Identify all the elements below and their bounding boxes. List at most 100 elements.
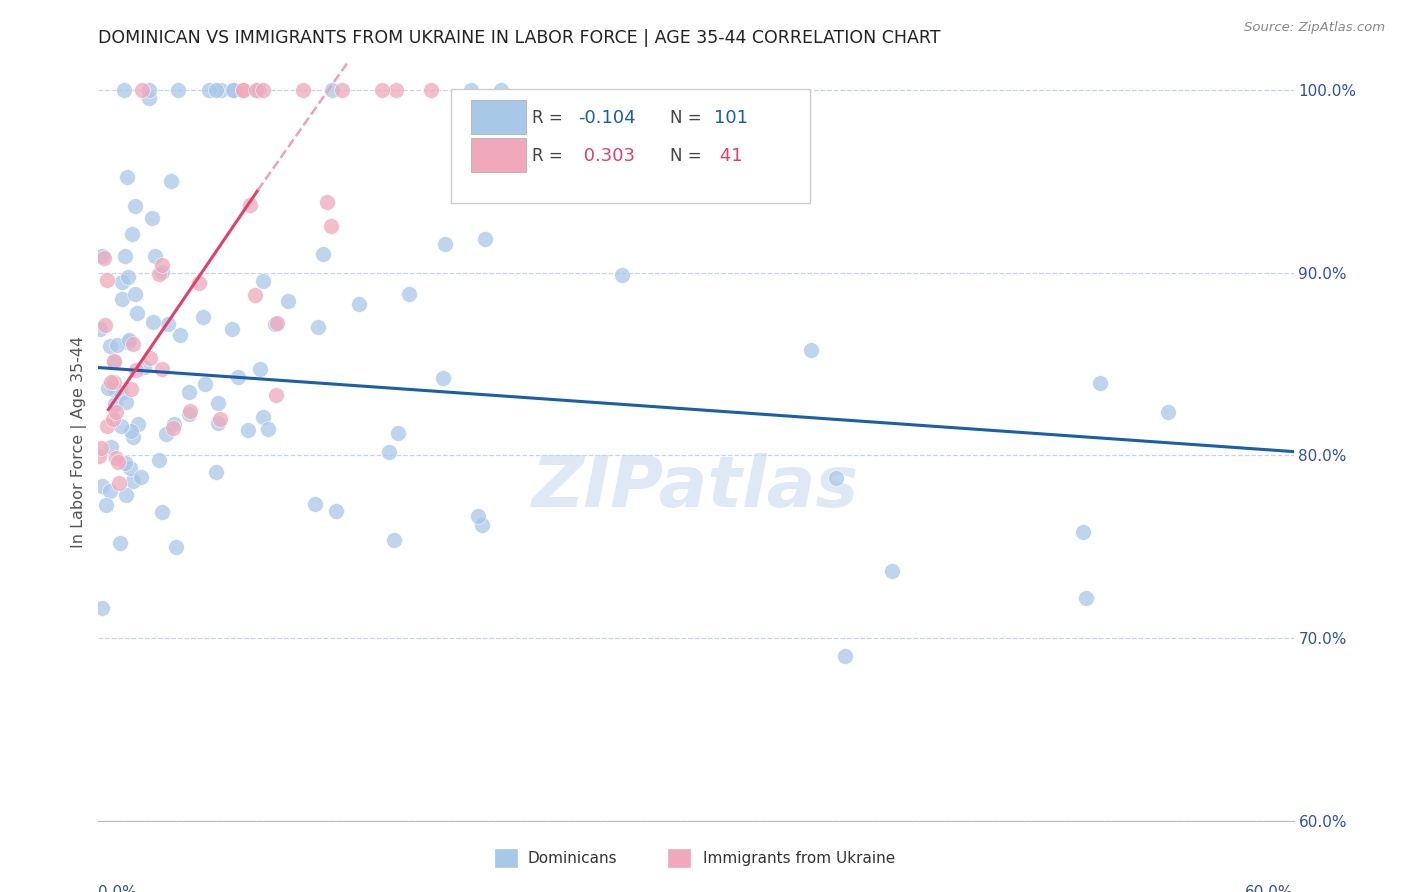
Point [232,83,254,97]
Point [150,265,173,279]
Point [117,334,139,349]
Point [110,385,132,400]
Point [100,483,122,498]
Point [141,211,163,225]
FancyBboxPatch shape [471,138,526,172]
Point [115,395,138,409]
Point [347,296,370,310]
Point [100,440,122,454]
Point [125,363,148,377]
Bar [668,849,690,867]
Point [420,83,443,97]
Point [325,504,347,518]
Point [207,416,229,430]
Point [156,317,179,331]
Point [120,382,142,396]
Point [163,417,186,431]
Point [179,404,201,418]
Y-axis label: In Labor Force | Age 35-44: In Labor Force | Age 35-44 [72,335,87,548]
Point [111,293,134,307]
Point [93,318,115,333]
Point [110,275,132,289]
Point [118,461,141,475]
Point [882,564,904,578]
Point [127,417,149,431]
Point [1071,525,1094,540]
Point [131,83,153,97]
Point [105,450,128,465]
Point [114,488,136,502]
Point [193,377,215,392]
Point [165,540,187,554]
Point [104,397,127,411]
Text: Dominicans: Dominicans [527,851,617,865]
Text: -0.104: -0.104 [578,109,636,127]
Point [187,277,209,291]
Point [115,169,138,184]
Point [150,362,173,376]
Point [89,322,111,336]
Text: N =: N = [669,109,707,127]
Point [103,375,125,389]
Point [148,267,170,281]
Point [263,317,285,331]
Point [489,83,512,97]
Point [1157,405,1180,419]
Point [252,274,274,288]
Point [460,83,482,97]
Point [152,504,174,518]
Point [209,83,232,97]
Point [474,232,496,246]
Point [134,360,156,375]
Point [312,247,335,261]
FancyBboxPatch shape [451,89,810,202]
Point [91,249,114,263]
Text: 41: 41 [714,146,742,165]
Point [120,425,142,439]
Point [169,328,191,343]
Point [222,83,245,97]
Point [103,383,125,397]
Point [266,317,288,331]
Text: ZIPatlas: ZIPatlas [533,452,859,522]
Point [105,405,128,419]
Text: DOMINICAN VS IMMIGRANTS FROM UKRAINE IN LABOR FORCE | AGE 35-44 CORRELATION CHAR: DOMINICAN VS IMMIGRANTS FROM UKRAINE IN … [98,29,941,47]
Point [209,412,232,426]
Point [114,457,136,471]
Point [277,293,299,308]
Point [125,306,148,320]
Point [138,83,160,97]
Point [138,91,160,105]
Point [114,248,136,262]
Point [257,422,280,436]
Point [89,449,111,463]
Point [252,410,274,425]
Point [90,479,112,493]
Point [103,411,125,425]
Point [471,517,494,532]
Point [155,426,177,441]
Text: Immigrants from Ukraine: Immigrants from Ukraine [703,851,896,865]
Point [239,198,262,212]
Text: R =: R = [533,109,568,127]
Point [221,321,243,335]
Point [291,83,314,97]
Point [118,333,141,347]
Point [467,508,489,523]
Point [384,83,406,97]
Bar [495,849,517,867]
Point [252,83,274,97]
Point [96,273,118,287]
Point [226,370,249,384]
Text: N =: N = [669,146,707,165]
Point [247,83,270,97]
Point [307,320,329,334]
Point [204,83,226,97]
Point [232,83,254,97]
Text: Source: ZipAtlas.com: Source: ZipAtlas.com [1244,21,1385,34]
Point [382,533,405,548]
Text: 101: 101 [714,109,748,127]
Point [191,310,214,324]
Point [834,648,856,663]
Point [124,199,146,213]
